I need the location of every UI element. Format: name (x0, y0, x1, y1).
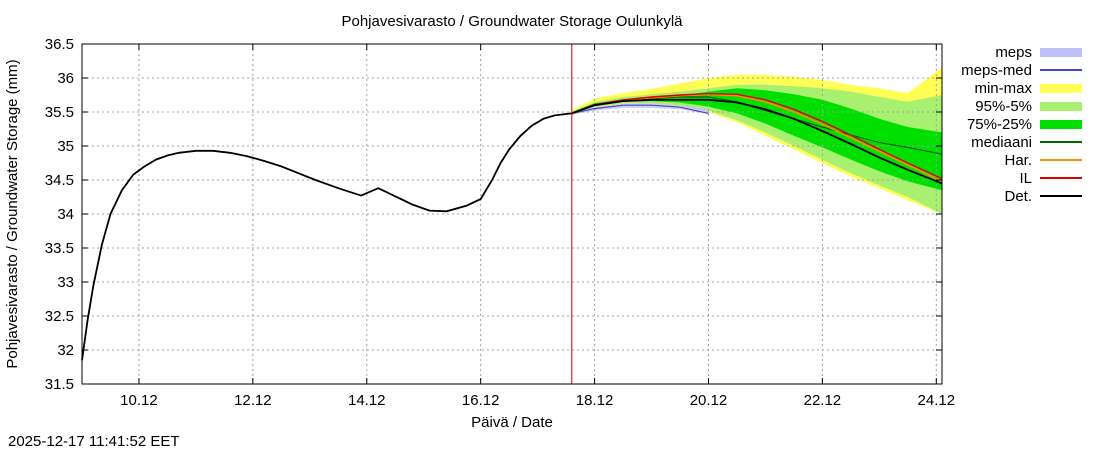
legend: mepsmeps-medmin-max95%-5%75%-25%mediaani… (961, 44, 1082, 205)
lines-layer (81, 44, 943, 384)
band-meps (571, 103, 709, 115)
legend-label-meps_med: meps-med (961, 62, 1032, 79)
band-75-25 (571, 88, 942, 191)
y-tick-label: 31.5 (45, 376, 74, 393)
line-observed (81, 112, 572, 361)
y-tick-label: 36 (57, 70, 74, 87)
legend-label-p75_25: 75%-25% (967, 116, 1032, 133)
y-tick-label: 36.5 (45, 36, 74, 53)
legend-label-det: Det. (1004, 188, 1032, 205)
legend-label-il: IL (1019, 170, 1032, 187)
legend-label-meps: meps (995, 44, 1032, 61)
chart-title: Pohjavesivarasto / Groundwater Storage O… (341, 13, 683, 30)
legend-label-min_max: min-max (974, 80, 1032, 97)
line-meps-med (571, 104, 709, 114)
y-tick-label: 34 (57, 206, 74, 223)
y-tick-label: 32 (57, 342, 74, 359)
y-tick-label: 32.5 (45, 308, 74, 325)
legend-swatch-meps (1040, 48, 1082, 57)
y-tick-label: 33 (57, 274, 74, 291)
y-tick-label: 35.5 (45, 104, 74, 121)
legend-swatch-p75_25 (1040, 120, 1082, 129)
x-axis-label: Päivä / Date (471, 414, 553, 431)
x-tick-label: 20.12 (690, 392, 728, 409)
ticks-layer: 31.5 32 32.5 33 33.5 34 34.5 35 35.5 36 36.5 10.12 1… (45, 36, 955, 409)
legend-label-har: Har. (1004, 152, 1032, 169)
x-tick-label: 12.12 (234, 392, 272, 409)
line-il (571, 92, 943, 180)
x-tick-label: 18.12 (576, 392, 614, 409)
x-tick-label: 10.12 (120, 392, 158, 409)
legend-label-p95_5: 95%-5% (975, 98, 1032, 115)
legend-swatch-p95_5 (1040, 102, 1082, 111)
x-tick-label: 16.12 (462, 392, 500, 409)
y-tick-label: 35 (57, 138, 74, 155)
y-tick-label: 34.5 (45, 172, 74, 189)
timestamp: 2025-12-17 11:41:52 EET (8, 433, 180, 450)
x-tick-label: 24.12 (918, 392, 956, 409)
y-axis-label: Pohjavesivarasto / Groundwater Storage (… (4, 59, 21, 368)
x-tick-label: 14.12 (348, 392, 386, 409)
bands-layer (571, 67, 942, 214)
legend-swatch-min_max (1040, 84, 1082, 93)
y-tick-label: 33.5 (45, 240, 74, 257)
x-tick-label: 22.12 (804, 392, 842, 409)
line-det (571, 98, 943, 185)
legend-label-mediaani: mediaani (971, 134, 1032, 151)
